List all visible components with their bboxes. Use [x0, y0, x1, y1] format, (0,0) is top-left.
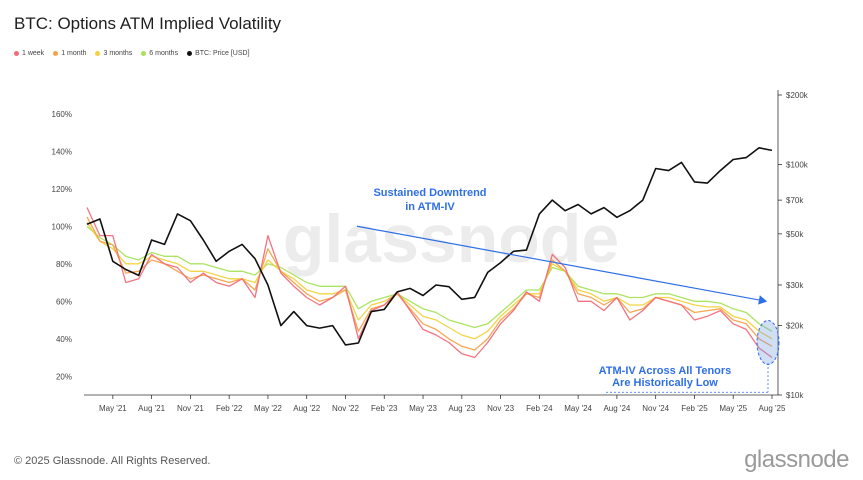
x-tick-label: Feb '23	[371, 404, 398, 413]
x-tick-label: Nov '23	[487, 404, 514, 413]
y-right-tick-label: $100k	[786, 160, 809, 169]
annotation-downtrend-text: Sustained Downtrend	[373, 187, 486, 199]
brand-logo: glassnode	[744, 446, 849, 473]
series-line-6-months	[86, 225, 773, 332]
annotation-downtrend-text: in ATM-IV	[405, 201, 455, 213]
x-tick-label: May '23	[409, 404, 437, 413]
y-left-tick-label: 40%	[56, 335, 72, 344]
y-left-tick-label: 120%	[52, 185, 72, 194]
y-right-tick-label: $10k	[786, 391, 804, 400]
legend-label: BTC: Price [USD]	[195, 50, 250, 57]
y-left-tick-label: 60%	[56, 297, 72, 306]
legend-item-1w[interactable]: 1 week	[14, 50, 44, 57]
legend-item-6m[interactable]: 6 months	[141, 50, 178, 57]
x-tick-label: May '21	[99, 404, 127, 413]
downtrend-arrow	[356, 225, 768, 305]
y-left-tick-label: 20%	[56, 372, 72, 381]
y-left-tick-label: 100%	[52, 222, 72, 231]
legend-label: 1 month	[61, 50, 87, 57]
series-line-1-week	[86, 207, 773, 359]
x-tick-label: Aug '23	[448, 404, 475, 413]
x-tick-label: Aug '24	[603, 404, 630, 413]
legend-swatch-3m	[95, 51, 101, 56]
x-tick-label: Nov '21	[177, 404, 204, 413]
y-right-tick-label: $30k	[786, 281, 804, 290]
legend-item-3m[interactable]: 3 months	[95, 50, 132, 57]
chart-title: BTC: Options ATM Implied Volatility	[14, 14, 282, 33]
legend-swatch-1m	[53, 51, 59, 56]
x-tick-label: Nov '22	[332, 404, 359, 413]
x-tick-label: Feb '24	[526, 404, 553, 413]
y-right-tick-label: $70k	[786, 196, 804, 205]
chart-legend: 1 week 1 month 3 months 6 months BTC: Pr…	[14, 50, 250, 57]
x-tick-label: Aug '21	[138, 404, 165, 413]
legend-label: 1 week	[22, 50, 45, 57]
x-tick-label: Feb '22	[216, 404, 243, 413]
y-right-tick-label: $200k	[786, 91, 809, 100]
annotation-low-iv-text: ATM-IV Across All Tenors	[599, 365, 732, 377]
legend-swatch-btc-price	[187, 51, 193, 56]
legend-item-1m[interactable]: 1 month	[53, 50, 86, 57]
x-tick-label: Aug '22	[293, 404, 320, 413]
y-right-tick-label: $20k	[786, 322, 804, 331]
x-tick-label: May '22	[254, 404, 282, 413]
chart-plot: glassnode20%40%60%80%100%120%140%160%$10…	[52, 90, 809, 413]
x-tick-label: Feb '25	[681, 404, 708, 413]
legend-label: 3 months	[103, 50, 133, 57]
legend-swatch-6m	[141, 51, 147, 56]
y-right-tick-label: $50k	[786, 230, 804, 239]
x-tick-label: Aug '25	[759, 404, 786, 413]
legend-label: 6 months	[149, 50, 179, 57]
x-tick-label: May '24	[564, 404, 592, 413]
series-line-btc-price-usd-	[86, 147, 773, 346]
legend-item-btc-price[interactable]: BTC: Price [USD]	[187, 50, 250, 57]
y-left-tick-label: 160%	[52, 110, 72, 119]
low-iv-highlight	[756, 320, 780, 365]
y-left-tick-label: 140%	[52, 147, 72, 156]
copyright-text: © 2025 Glassnode. All Rights Reserved.	[14, 455, 211, 467]
y-left-tick-label: 80%	[56, 260, 72, 269]
x-tick-label: Nov '24	[642, 404, 669, 413]
annotation-low-iv-text: Are Historically Low	[612, 377, 718, 389]
x-tick-label: May '25	[719, 404, 747, 413]
legend-swatch-1w	[14, 51, 19, 56]
